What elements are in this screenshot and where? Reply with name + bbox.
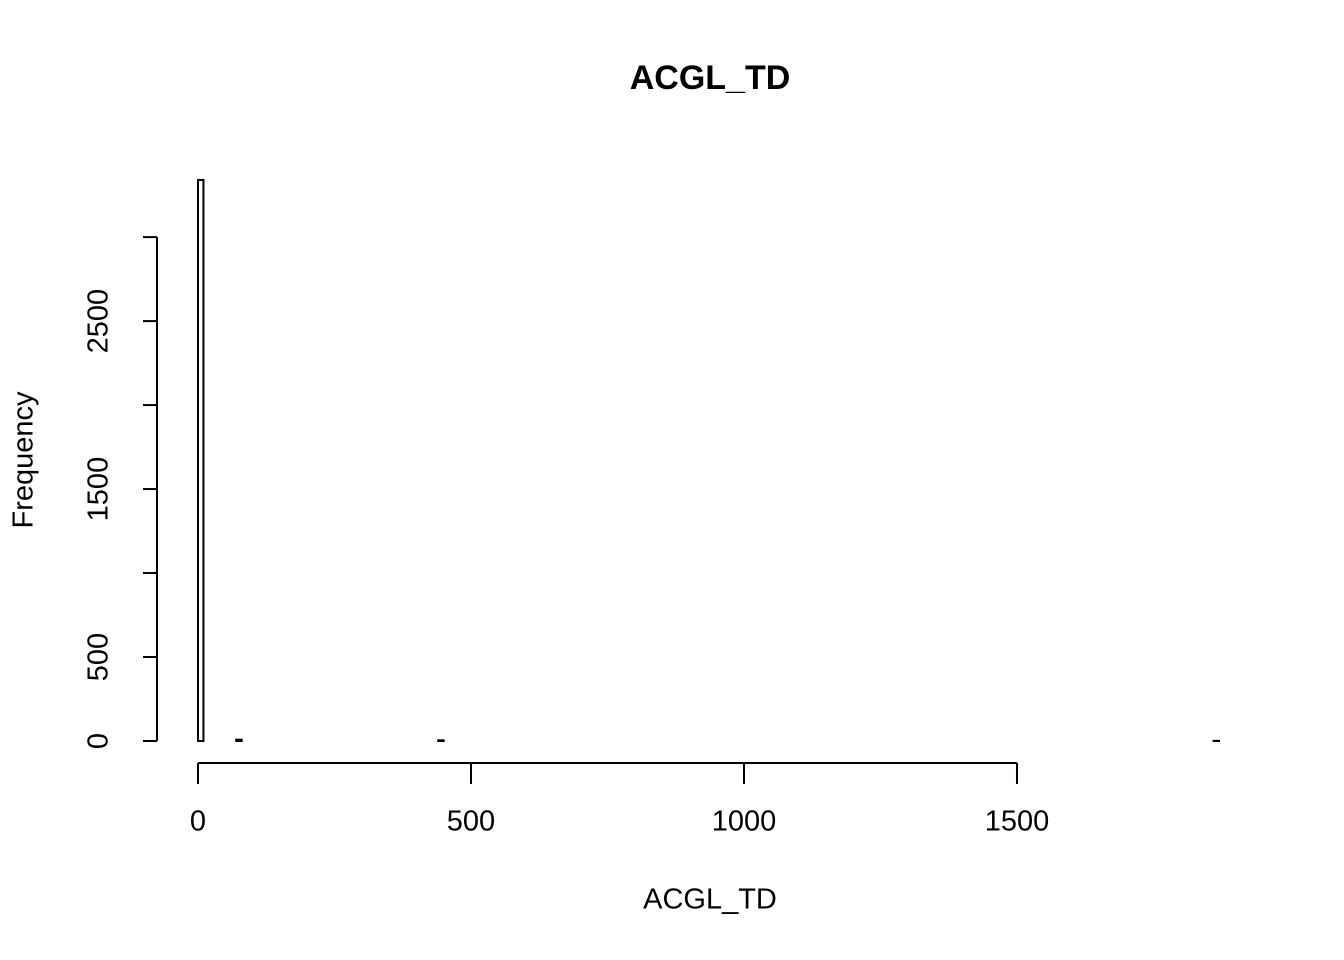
x-tick-label: 1500 [985,806,1050,838]
y-tick-label: 2500 [83,289,115,354]
x-axis-label: ACGL_TD [643,884,777,916]
histogram-bar [235,738,243,743]
histogram-bar [197,179,205,742]
chart-title: ACGL_TD [630,59,791,97]
x-tick-label: 1000 [712,806,777,838]
x-tick-label: 0 [190,806,206,838]
y-tick-label: 0 [83,733,115,749]
y-axis-label: Frequency [8,391,40,529]
y-tick-label: 1500 [83,457,115,522]
x-tick-label: 500 [447,806,495,838]
histogram-bar [437,739,445,742]
y-tick-label: 500 [83,633,115,681]
